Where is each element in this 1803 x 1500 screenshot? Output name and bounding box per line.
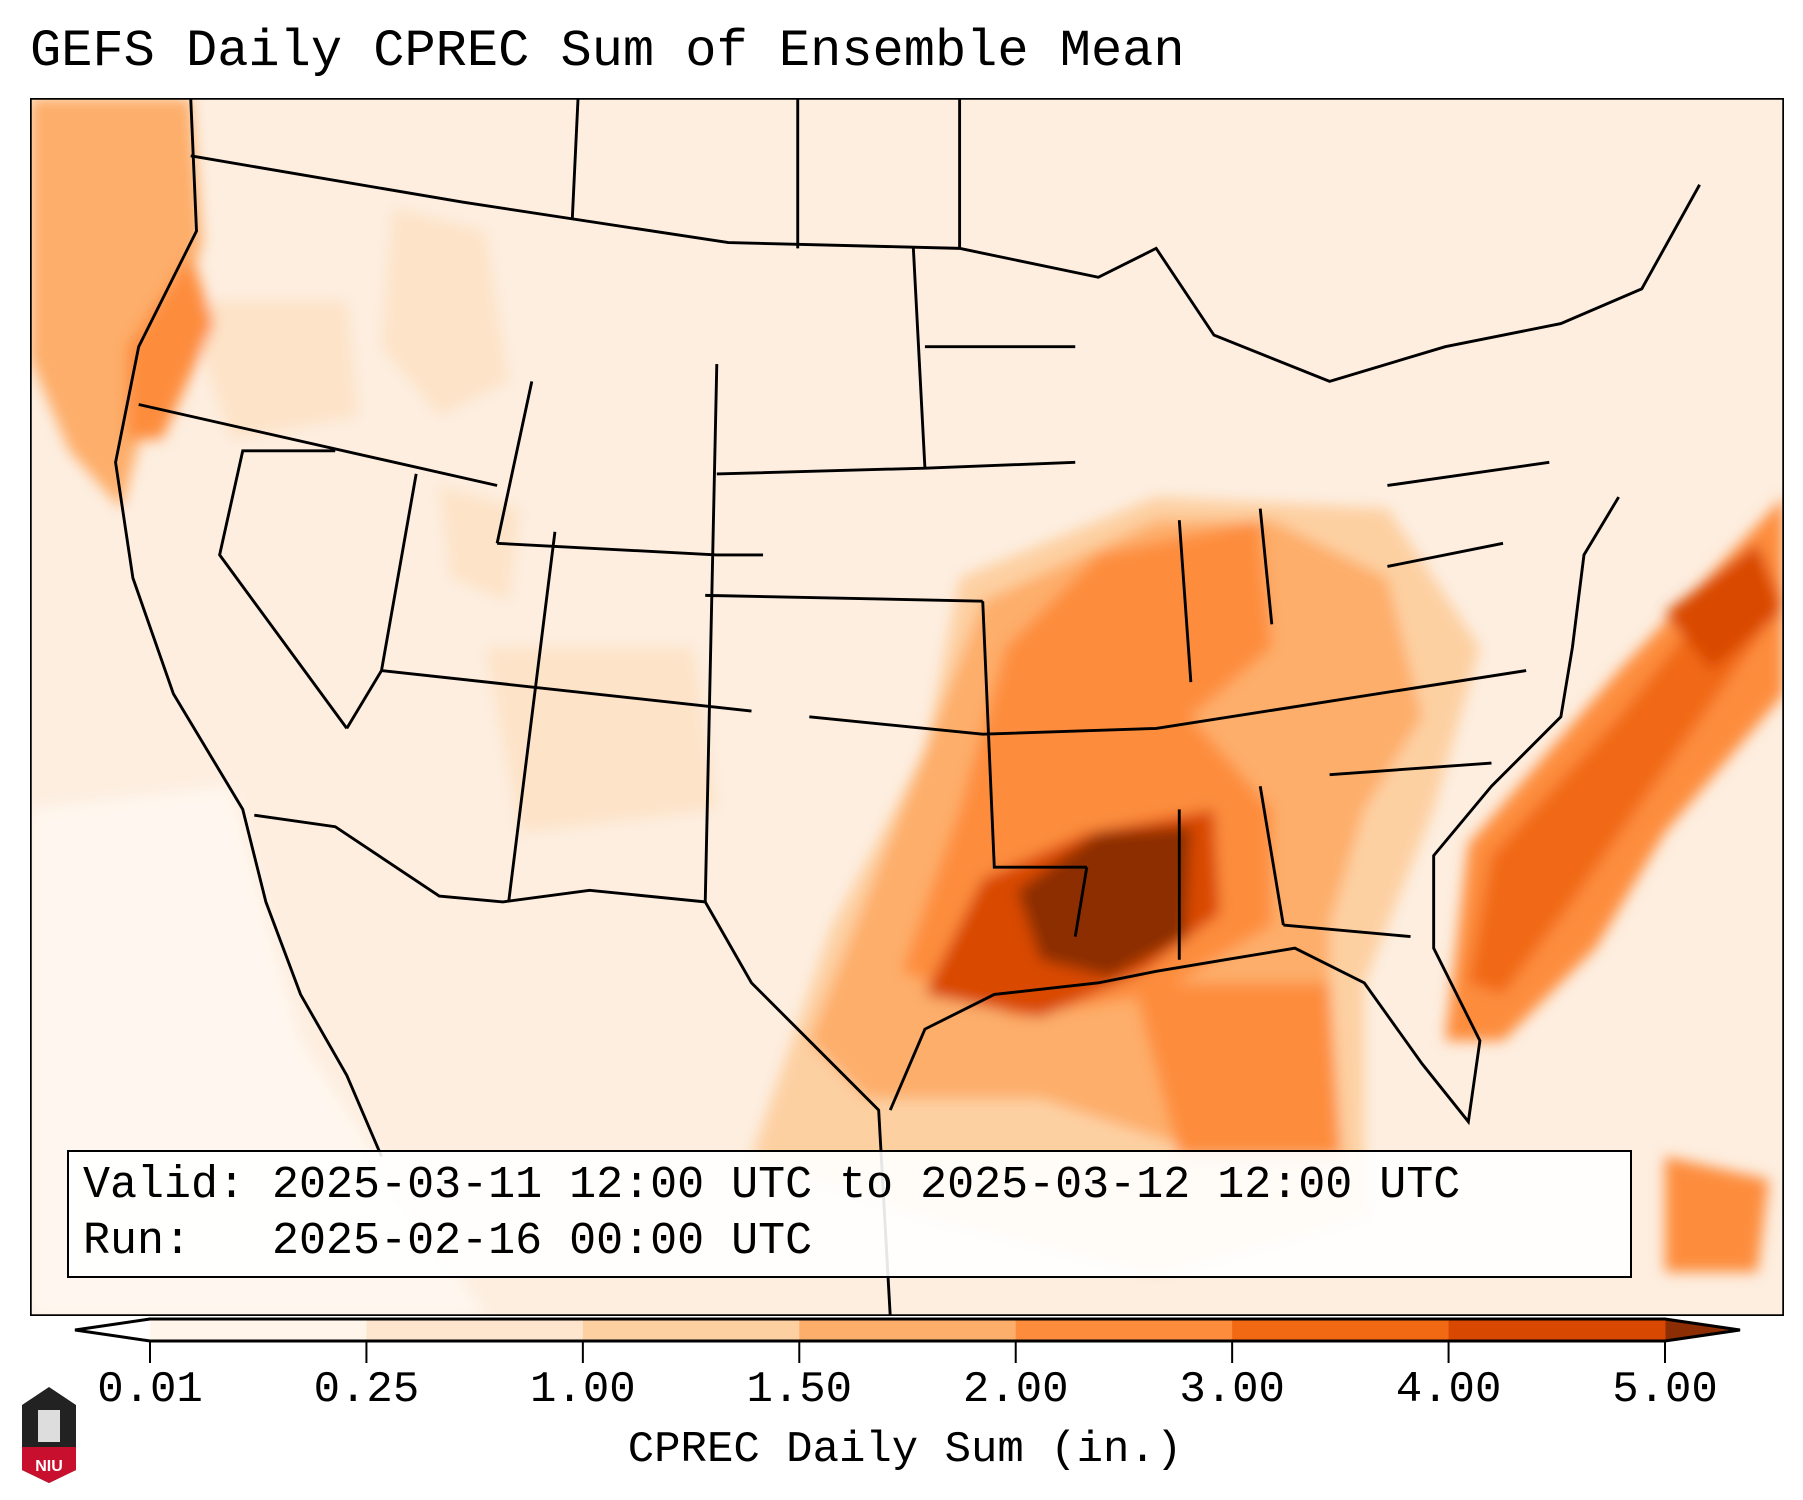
precip-map xyxy=(30,98,1784,1316)
colorbar-segment xyxy=(1232,1319,1450,1341)
colorbar-segment xyxy=(799,1319,1017,1341)
colorbar-label: CPREC Daily Sum (in.) xyxy=(627,1425,1183,1475)
colorbar-over-arrow xyxy=(1665,1319,1740,1341)
precip-gulf xyxy=(1133,982,1342,1157)
precip-caribbean xyxy=(1664,1156,1769,1273)
us-mexico-border xyxy=(254,813,892,1316)
colorbar-tick-label: 1.00 xyxy=(530,1365,636,1415)
niu-logo: NIU xyxy=(22,1387,76,1483)
us-canada-border xyxy=(190,154,1701,383)
colorbar-tick-label: 0.01 xyxy=(97,1365,203,1415)
colorbar-tick-label: 3.00 xyxy=(1179,1365,1285,1415)
colorbar-tick-label: 4.00 xyxy=(1395,1365,1502,1415)
valid-value: 2025-03-11 12:00 UTC to 2025-03-12 12:00… xyxy=(272,1160,1461,1211)
precip-west-patches xyxy=(184,207,717,833)
precip-south-max xyxy=(1017,826,1191,978)
run-label: Run: xyxy=(83,1216,192,1267)
colorbar-tick-label: 2.00 xyxy=(962,1365,1069,1415)
colorbar-tick-label: 0.25 xyxy=(313,1365,420,1415)
boundaries xyxy=(114,98,1701,1316)
colorbar-segment xyxy=(1015,1319,1233,1341)
run-value: 2025-02-16 00:00 UTC xyxy=(272,1216,813,1267)
precip-pacific-nw xyxy=(30,98,203,509)
colorbar-tick-label: 1.50 xyxy=(746,1365,853,1415)
state-borders xyxy=(138,98,1550,960)
gulf-coast xyxy=(888,496,1620,1126)
chart-title: GEFS Daily CPREC Sum of Ensemble Mean xyxy=(30,22,1185,81)
colorbar xyxy=(74,1317,1741,1363)
colorbar-segment xyxy=(1448,1319,1666,1341)
svg-text:NIU: NIU xyxy=(35,1458,63,1475)
precip-pacific-nw-core xyxy=(127,254,214,440)
colorbar-tick-label: 5.00 xyxy=(1612,1365,1718,1415)
colorbar-segment xyxy=(150,1319,367,1341)
coastline-west xyxy=(114,98,383,1157)
colorbar-under-arrow xyxy=(75,1319,150,1341)
precip-atlantic-max xyxy=(1664,543,1781,671)
valid-run-info-box: Valid: 2025-03-11 12:00 UTC to 2025-03-1… xyxy=(67,1150,1632,1278)
colorbar-segment xyxy=(366,1319,584,1341)
colorbar-segment xyxy=(582,1319,800,1341)
valid-label: Valid: xyxy=(83,1160,246,1211)
